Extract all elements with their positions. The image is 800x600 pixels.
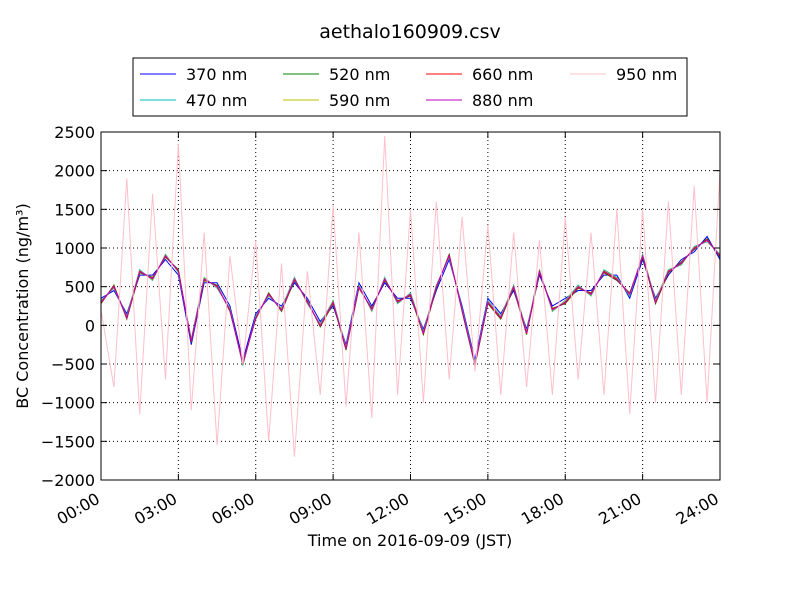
y-tick-label: −2000 (41, 471, 95, 490)
y-tick-label: 500 (64, 278, 95, 297)
series-line (100, 240, 721, 365)
y-axis-label: BC Concentration (ng/m³) (13, 203, 32, 408)
legend-label: 470 nm (186, 91, 247, 110)
x-axis-label: Time on 2016-09-09 (JST) (307, 531, 512, 550)
chart-title: aethalo160909.csv (319, 21, 501, 43)
legend: 370 nm 470 nm 520 nm 590 nm 660 nm 880 nm 950 … (140, 65, 677, 110)
y-tick-label: 1500 (54, 200, 95, 219)
legend-label: 660 nm (472, 65, 533, 84)
y-tick-label: −1500 (41, 432, 95, 451)
y-tick-label: −500 (51, 355, 95, 374)
y-tick-label: 2000 (54, 162, 95, 181)
legend-box (132, 57, 688, 117)
legend-label: 590 nm (329, 91, 390, 110)
y-tick-label: 1000 (54, 239, 95, 258)
y-tick-label: −1000 (41, 394, 95, 413)
y-tick-label: 2500 (54, 123, 95, 142)
y-tick-label: 0 (85, 316, 95, 335)
series-line (100, 135, 721, 457)
legend-label: 950 nm (616, 65, 677, 84)
legend-label: 520 nm (329, 65, 390, 84)
series-line (100, 239, 721, 365)
legend-label: 370 nm (186, 65, 247, 84)
legend-label: 880 nm (472, 91, 533, 110)
series-line (100, 241, 721, 366)
plot-area (100, 131, 721, 481)
